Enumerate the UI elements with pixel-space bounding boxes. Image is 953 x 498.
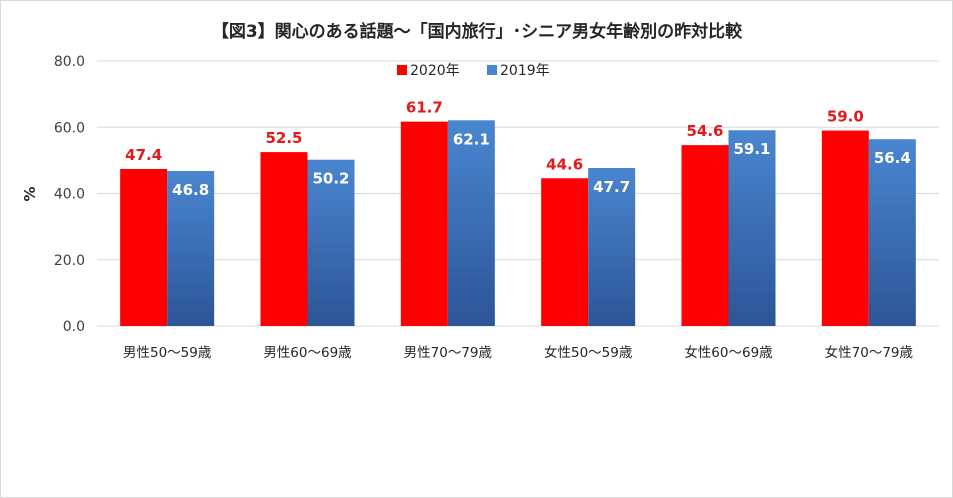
legend-label-2020: 2020年 xyxy=(410,63,460,79)
legend-swatch-2020 xyxy=(397,65,407,75)
legend-label-2019: 2019年 xyxy=(500,63,550,79)
category-label: 女性60～69歳 xyxy=(684,344,773,361)
category-labels: 男性50～59歳 男性60～69歳 男性70～79歳 女性50～59歳 女性60～69歳… xyxy=(123,344,914,361)
data-label-2019: 59.1 xyxy=(733,140,770,158)
category-label: 男性70～79歳 xyxy=(404,345,493,361)
category-label: 男性60～69歳 xyxy=(263,345,352,361)
chart-title: 【図3】関心のある話題～「国内旅行」･シニア男女年齢別の昨対比較 xyxy=(212,21,743,42)
y-axis-label: % xyxy=(21,186,39,201)
data-label-2020: 52.5 xyxy=(265,129,302,147)
category-label: 男性50～59歳 xyxy=(123,345,212,361)
data-label-2020: 44.6 xyxy=(546,155,583,173)
y-tick-labels: 0.0 20.0 40.0 60.0 80.0 xyxy=(54,54,85,335)
y-tick-label: 80.0 xyxy=(54,54,85,70)
data-label-2019: 50.2 xyxy=(312,170,349,188)
y-tick-label: 0.0 xyxy=(63,319,85,335)
bar-2020 xyxy=(821,130,869,326)
bar-2019 xyxy=(728,130,776,326)
bar-2019 xyxy=(307,159,355,326)
legend-swatch-2019 xyxy=(487,65,497,75)
y-tick-label: 20.0 xyxy=(54,253,85,269)
data-label-2019: 47.7 xyxy=(593,178,630,196)
bar-2020 xyxy=(260,152,308,326)
bar-2019 xyxy=(447,120,495,326)
gridlines xyxy=(97,60,939,327)
data-label-2020: 59.0 xyxy=(827,108,864,126)
data-label-2020: 54.6 xyxy=(686,122,723,140)
y-tick-label: 60.0 xyxy=(54,120,85,136)
data-labels: 47.4 46.8 52.5 50.2 61.7 62.1 44.6 47.7 54.6 59.1… xyxy=(125,99,911,199)
bars xyxy=(120,120,916,327)
y-tick-label: 40.0 xyxy=(54,187,85,203)
data-label-2020: 61.7 xyxy=(406,99,443,117)
bar-2019 xyxy=(868,139,916,326)
bar-2020 xyxy=(541,178,589,326)
category-label: 女性50～59歳 xyxy=(544,344,633,361)
data-label-2019: 62.1 xyxy=(453,130,490,148)
category-label: 女性70～79歳 xyxy=(825,344,914,361)
bar-2019 xyxy=(588,167,636,326)
data-label-2019: 56.4 xyxy=(874,149,911,167)
data-label-2020: 47.4 xyxy=(125,146,162,164)
data-label-2019: 46.8 xyxy=(172,181,209,199)
bar-2020 xyxy=(400,121,448,327)
bar-2020 xyxy=(120,168,168,326)
legend: 2020年 2019年 xyxy=(397,63,550,79)
bar-2019 xyxy=(167,170,215,326)
bar-2020 xyxy=(681,145,729,326)
